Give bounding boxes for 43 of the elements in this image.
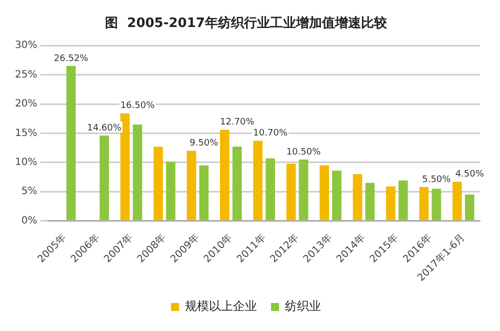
bar [199, 165, 209, 220]
bar [66, 66, 76, 220]
y-tick-label: 5% [21, 186, 38, 198]
bar [232, 146, 242, 220]
bar [332, 170, 342, 220]
bar [166, 162, 176, 220]
legend-label: 纺织业 [285, 299, 321, 314]
bar [452, 182, 462, 220]
data-label: 5.50% [422, 174, 452, 185]
y-tick-label: 0% [21, 215, 38, 226]
data-label: 10.50% [286, 147, 322, 158]
data-label: 12.70% [220, 118, 255, 128]
bar [386, 186, 396, 220]
bar [352, 174, 362, 220]
bar [298, 160, 308, 220]
legend-label: 规模以上企业 [185, 299, 257, 314]
y-tick-label: 20% [14, 98, 38, 110]
data-label: 26.52% [54, 54, 89, 64]
bar [186, 150, 196, 220]
data-label: 4.50% [455, 170, 484, 180]
y-tick-label: 25% [14, 69, 38, 80]
bar [132, 124, 142, 220]
bar [365, 182, 375, 220]
bar [320, 165, 329, 220]
y-tick-label: 30% [14, 40, 38, 52]
bar [154, 146, 163, 220]
bar [286, 164, 296, 220]
bar [100, 136, 109, 220]
bar [398, 180, 408, 220]
bar [120, 113, 130, 220]
bar [432, 188, 442, 220]
bar [266, 158, 276, 220]
data-label: 9.50% [190, 138, 219, 149]
y-tick-label: 15% [14, 128, 38, 139]
bar [220, 130, 230, 220]
data-label: 10.70% [253, 128, 288, 139]
data-label: 16.50% [120, 101, 156, 112]
chart-title: 图 2005-2017年纺织行业工业增加值增速比较 [105, 15, 388, 32]
bar [253, 140, 263, 220]
data-label: 14.60% [87, 123, 122, 134]
y-tick-label: 10% [14, 157, 38, 168]
bar [419, 186, 429, 220]
bar [464, 194, 474, 220]
